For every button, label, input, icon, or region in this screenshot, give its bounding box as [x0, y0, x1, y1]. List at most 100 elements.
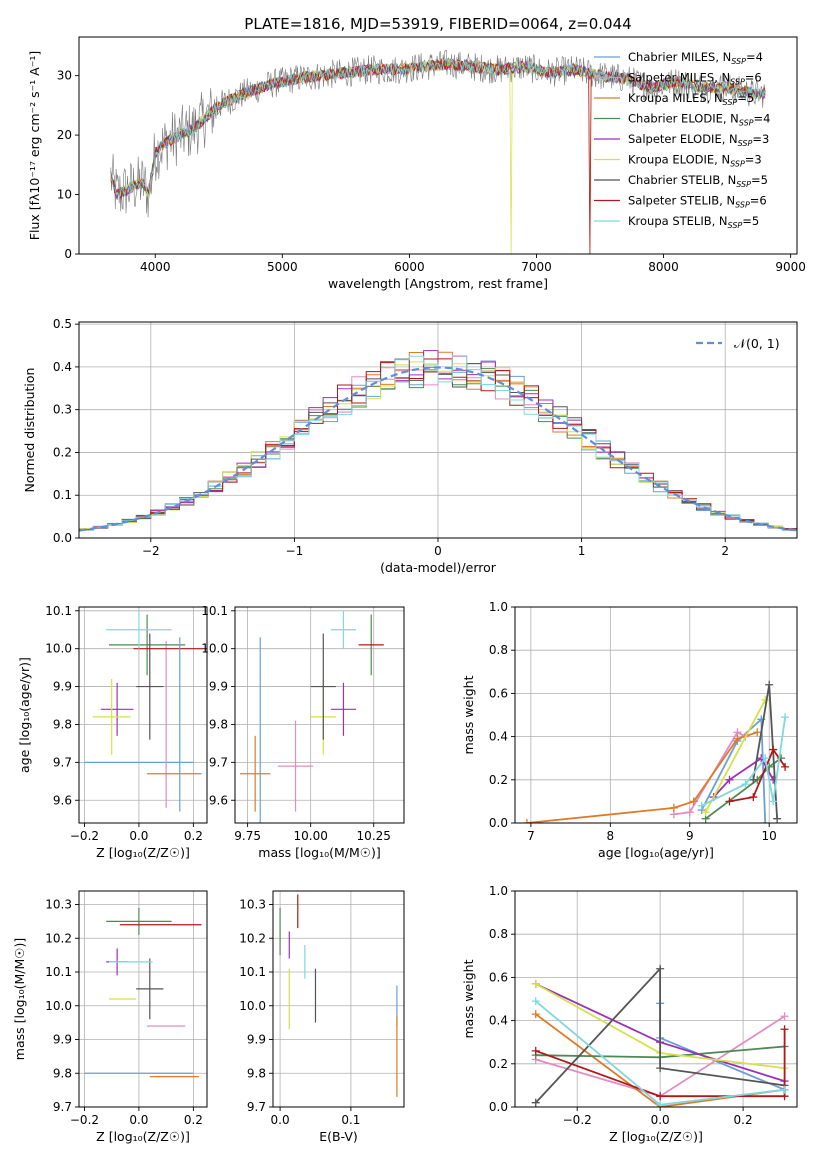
weight-marker-chabrier-stelib-1	[656, 964, 665, 973]
ytick-label-3: 0.3	[53, 403, 72, 417]
panel-weight_vs_Z: −0.2 0.0 0.2 0.0 0.2 0.4 0.6 0.8 1.0 Z [log₁₀(Z/Z…	[461, 884, 798, 1144]
weight-marker-chabrier-stelib-2	[773, 814, 782, 823]
ytick-label-1: 0.1	[53, 488, 72, 502]
weight-marker-kroupa-miles-4	[753, 728, 762, 737]
errorbar-kroupa-stelib-8	[330, 610, 357, 649]
plot-area-weight_vs_age	[522, 680, 790, 823]
xtick-label-0: 9.75	[234, 829, 261, 843]
weight-marker-salpeter-stelib-3	[781, 762, 790, 771]
weight-marker-kroupa-stelib-0	[697, 801, 706, 810]
ytick-label-2: 0.4	[489, 1014, 508, 1028]
panel-age_vs_Z: −0.2 0.0 0.2 9.6 9.7 9.8 9.9 10.0 10.1 Z [log₁₀(Z…	[17, 604, 208, 860]
ytick-label-1: 9.8	[247, 1066, 266, 1080]
ytick-label-1: 0.2	[489, 1057, 508, 1071]
ytick-label-2: 0.2	[53, 445, 72, 459]
weight-marker-chabrier-stelib-1	[765, 680, 774, 689]
weight-marker-salpeter-stelib-1	[749, 793, 758, 802]
weight-marker-kroupa-miles-2	[689, 797, 698, 806]
weight-line-salpeter-stelib	[535, 1029, 786, 1098]
weight-marker-kroupa-elodie-1	[761, 695, 770, 704]
xtick-label-1: 5000	[267, 260, 298, 274]
xtick-label-0: −0.2	[70, 1113, 99, 1127]
xlabel-weight_vs_Z: Z [log₁₀(Z/Z☉)]	[609, 1129, 703, 1144]
plot-area-weight_vs_Z	[531, 964, 789, 1107]
weight-marker-kroupa-elodie-0	[531, 979, 540, 988]
xtick-label-2: 0.2	[734, 1113, 753, 1127]
errorbar-chabrier-stelib-6	[136, 958, 164, 1020]
xtick-label-3: 7000	[521, 260, 552, 274]
panel-spectrum: 4000 5000 6000 7000 8000 9000 0 10 20 30 wavelengt…	[27, 36, 806, 291]
legend-label-salpeter-miles: Salpeter MILES, NSSP=6	[628, 71, 762, 87]
ytick-label-2: 0.4	[489, 730, 508, 744]
weight-marker-salpeter-stelib-0	[531, 1046, 540, 1055]
weight-marker-kroupa-stelib-0	[531, 997, 540, 1006]
ytick-label-5: 10.1	[201, 604, 228, 618]
xtick-label-0: 0.0	[271, 1113, 290, 1127]
xtick-label-3: 10	[762, 829, 777, 843]
weight-marker-salpeter-stelib-0	[725, 797, 734, 806]
legend-gaussian-label: 𝒩(0, 1)	[734, 336, 780, 351]
xtick-label-1: 0.0	[651, 1113, 670, 1127]
ytick-label-4: 10.0	[201, 642, 228, 656]
errorbar-chabrier-elodie-3	[106, 907, 172, 935]
ytick-label-5: 10.1	[45, 604, 72, 618]
ylabel-weight_vs_Z: mass weight	[461, 959, 476, 1038]
ytick-label-0: 0.0	[489, 1100, 508, 1114]
plot-area-mass_vs_Z	[84, 907, 202, 1078]
legend-label-chabrier-stelib: Chabrier STELIB, NSSP=5	[628, 173, 768, 189]
xtick-label-2: 0.2	[184, 1113, 203, 1127]
errorbar-kroupa-stelib-8	[106, 610, 172, 649]
legend-label-kroupa-stelib: Kroupa STELIB, NSSP=5	[628, 214, 759, 230]
ytick-label-0: 0.0	[489, 816, 508, 830]
xtick-label-1: −1	[286, 544, 304, 558]
weight-line-kroupa-miles	[526, 731, 758, 823]
ytick-label-3: 0.6	[489, 970, 508, 984]
ytick-label-4: 10.1	[239, 965, 266, 979]
ylabel-mass_vs_Z: mass [log₁₀(M/M☉)]	[12, 938, 27, 1060]
xlabel-mass_vs_ebv: E(B-V)	[319, 1129, 358, 1144]
weight-marker-kroupa-stelib-2	[780, 1085, 789, 1094]
ytick-label-2: 9.8	[209, 717, 228, 731]
xtick-label-0: 4000	[140, 260, 171, 274]
xlabel-age_vs_mass: mass [log₁₀(M/M☉)]	[258, 845, 380, 860]
xtick-label-1: 0.1	[341, 1113, 360, 1127]
ytick-label-0: 0.0	[53, 531, 72, 545]
ytick-label-4: 0.8	[489, 643, 508, 657]
spectrum-legend: Chabrier MILES, NSSP=4 Salpeter MILES, NS…	[594, 50, 770, 230]
weight-marker-salpeter-stelib-3	[780, 1025, 789, 1034]
ytick-label-1: 10	[57, 188, 72, 202]
legend-label-chabrier-miles: Chabrier MILES, NSSP=4	[628, 50, 763, 66]
weight-line-chabrier-stelib	[535, 966, 785, 1104]
panel-residuals: −2 −1 0 1 2 0.0 0.1 0.2 0.3 0.4 0.5 (data-model)/er…	[22, 317, 798, 575]
xlabel-mass_vs_Z: Z [log₁₀(Z/Z☉)]	[96, 1129, 190, 1144]
xlabel-age_vs_Z: Z [log₁₀(Z/Z☉)]	[96, 845, 190, 860]
weight-marker-chabrier-miles-3	[761, 819, 770, 823]
weight-marker-kroupa-miles-3	[733, 734, 742, 743]
xtick-label-0: −0.2	[70, 829, 99, 843]
ylabel-age_vs_Z: age [log₁₀(age/yr)]	[17, 657, 32, 773]
ytick-label-2: 9.9	[53, 1033, 72, 1047]
xtick-label-2: 0.2	[184, 829, 203, 843]
panels: 4000 5000 6000 7000 8000 90000102030wavelengt…	[12, 36, 806, 1144]
errorbar-salpeter-miles-1	[277, 720, 314, 812]
xtick-label-2: 10.25	[357, 829, 391, 843]
ytick-label-5: 0.5	[53, 317, 72, 331]
ytick-label-2: 9.9	[247, 1033, 266, 1047]
xtick-label-1: 10.00	[293, 829, 327, 843]
ytick-label-3: 0.6	[489, 686, 508, 700]
panel-age_vs_mass: 9.75 10.00 10.25 9.6 9.7 9.8 9.9 10.0 10.1 mass […	[201, 604, 405, 860]
weight-marker-chabrier-stelib-0	[749, 775, 758, 784]
weight-marker-kroupa-stelib-3	[769, 797, 778, 806]
ytick-label-3: 30	[57, 69, 72, 83]
plot-area-spectrum	[110, 49, 766, 254]
errorbar-salpeter-elodie-4	[330, 682, 357, 736]
xtick-label-4: 2	[721, 544, 729, 558]
xtick-label-5: 9000	[775, 260, 806, 274]
ytick-label-5: 1.0	[489, 600, 508, 614]
axes-frame-age_vs_mass	[234, 606, 405, 824]
panel-mass_vs_ebv: 0.0 0.1 9.7 9.8 9.9 10.0 10.1 10.2 10.3 E(B-V)	[239, 890, 405, 1144]
plot-area-mass_vs_ebv	[279, 894, 398, 1097]
ytick-label-3: 9.9	[53, 680, 72, 694]
weight-marker-salpeter-stelib-2	[769, 745, 778, 754]
xtick-label-0: −0.2	[563, 1113, 592, 1127]
